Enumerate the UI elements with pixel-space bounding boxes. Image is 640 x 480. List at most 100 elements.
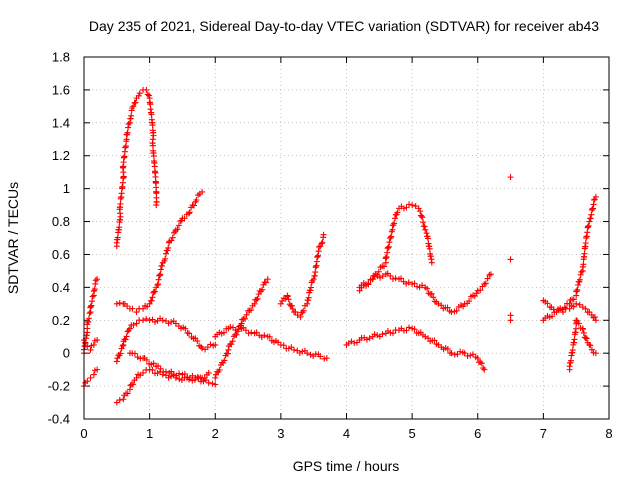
data-point xyxy=(484,275,491,282)
data-point xyxy=(181,370,188,377)
data-point xyxy=(113,300,120,307)
data-point xyxy=(199,345,206,352)
data-point xyxy=(310,276,317,283)
data-point xyxy=(319,239,326,246)
data-point xyxy=(254,295,261,302)
data-point xyxy=(387,272,394,279)
x-tick-label: 7 xyxy=(540,426,547,441)
data-point xyxy=(176,376,183,383)
data-point xyxy=(574,286,581,293)
data-point xyxy=(116,397,123,404)
data-point xyxy=(316,243,323,250)
data-point xyxy=(123,333,130,340)
data-point xyxy=(133,374,140,381)
data-point xyxy=(507,317,514,324)
data-point xyxy=(92,277,99,284)
data-point xyxy=(132,99,139,106)
x-tick-label: 4 xyxy=(343,426,350,441)
data-point xyxy=(129,305,136,312)
data-point xyxy=(444,304,451,311)
data-point xyxy=(291,346,297,353)
y-tick-label: 0.4 xyxy=(52,280,70,295)
data-point xyxy=(150,360,157,367)
data-point xyxy=(569,347,576,354)
data-point xyxy=(133,309,140,316)
data-point xyxy=(242,327,249,334)
data-point xyxy=(242,315,249,322)
data-point xyxy=(136,90,143,97)
x-tick-label: 1 xyxy=(146,426,153,441)
data-point xyxy=(586,218,593,225)
data-point xyxy=(288,302,295,309)
data-point xyxy=(262,279,269,286)
data-point xyxy=(124,328,131,335)
data-point xyxy=(579,326,586,333)
data-point xyxy=(119,342,126,349)
data-point xyxy=(428,259,435,266)
data-point xyxy=(157,266,164,273)
data-point xyxy=(94,276,101,283)
data-point xyxy=(374,332,381,339)
data-point xyxy=(135,92,142,99)
data-point xyxy=(308,284,315,291)
data-point xyxy=(117,350,124,357)
data-point xyxy=(592,317,599,324)
data-point xyxy=(194,338,201,345)
data-point xyxy=(422,226,429,233)
data-point xyxy=(162,368,169,375)
data-point xyxy=(482,280,489,287)
data-point xyxy=(466,298,473,305)
data-point xyxy=(403,280,410,287)
data-point xyxy=(592,193,599,200)
data-point xyxy=(140,369,147,376)
data-point xyxy=(128,112,135,119)
data-point xyxy=(84,378,91,385)
data-point xyxy=(444,346,451,353)
data-point xyxy=(212,381,219,388)
data-point xyxy=(588,206,595,213)
data-point xyxy=(94,366,101,373)
data-point xyxy=(127,382,134,389)
data-point xyxy=(457,348,464,355)
data-point xyxy=(387,234,394,241)
data-point xyxy=(91,286,98,293)
data-point xyxy=(149,122,156,129)
data-point xyxy=(158,262,165,269)
data-point xyxy=(549,313,556,320)
data-point xyxy=(412,203,419,210)
data-point xyxy=(585,222,592,229)
data-point xyxy=(116,224,123,231)
data-point xyxy=(130,103,137,110)
data-point xyxy=(157,271,164,278)
data-point xyxy=(189,372,196,379)
data-point xyxy=(118,345,125,352)
data-point xyxy=(405,324,412,331)
data-point xyxy=(453,307,460,314)
data-point xyxy=(199,188,206,195)
data-point xyxy=(117,200,124,207)
data-point xyxy=(149,294,156,301)
data-point xyxy=(321,355,328,362)
x-tick-label: 6 xyxy=(474,426,481,441)
data-point xyxy=(470,351,477,358)
data-point xyxy=(90,371,97,378)
data-point xyxy=(170,371,177,378)
data-point xyxy=(318,240,325,247)
plot-frame xyxy=(83,56,610,420)
data-point xyxy=(477,287,484,294)
data-point xyxy=(253,329,260,336)
data-point xyxy=(150,132,157,139)
data-point xyxy=(575,281,582,288)
data-point xyxy=(560,309,567,316)
data-point xyxy=(477,359,484,366)
data-point xyxy=(304,350,311,357)
y-tick-label: -0.2 xyxy=(48,379,70,394)
x-tick-label: 3 xyxy=(277,426,284,441)
data-point xyxy=(144,91,151,98)
data-point xyxy=(284,293,291,300)
y-tick-label: 1 xyxy=(63,181,70,196)
data-point xyxy=(461,350,468,357)
data-point xyxy=(113,358,120,365)
data-point xyxy=(130,321,137,328)
data-point xyxy=(587,342,594,349)
